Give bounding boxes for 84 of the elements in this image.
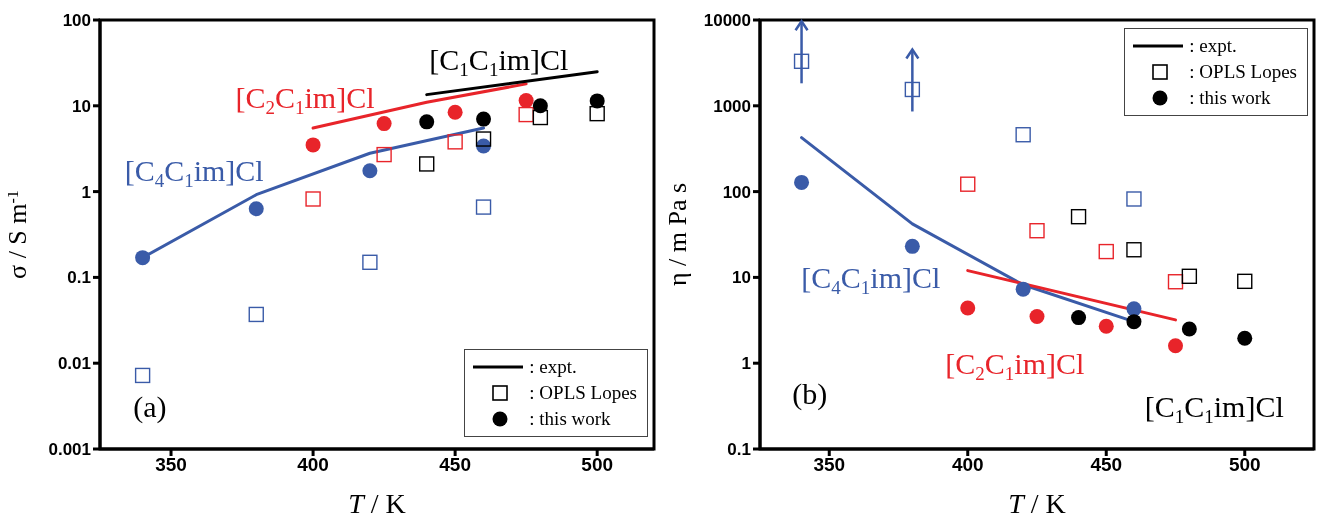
y-axis-title: η / m Pa s xyxy=(663,182,692,287)
annotation: [C$_{2}$C$_{1}$im]Cl xyxy=(945,346,1085,385)
x-tick-label: 400 xyxy=(951,454,984,476)
x-tick-label: 400 xyxy=(297,454,329,476)
point xyxy=(1071,310,1087,326)
point xyxy=(960,300,976,316)
point xyxy=(305,191,321,207)
point xyxy=(1070,208,1087,225)
x-axis-title: T / K xyxy=(1008,488,1066,519)
y-tick-label: 100 xyxy=(722,182,751,202)
annotation: [C$_{1}$C$_{1}$im]Cl xyxy=(429,42,569,80)
point xyxy=(447,104,463,120)
y-tick-label: 100 xyxy=(62,11,91,31)
x-tick-label: 450 xyxy=(439,454,471,476)
legend-label: : OPLS Lopes xyxy=(1189,61,1297,83)
point xyxy=(1126,242,1142,258)
point xyxy=(134,367,151,384)
point xyxy=(476,111,492,127)
point xyxy=(248,201,264,217)
annotation: [C$_{2}$C$_{1}$im]Cl xyxy=(235,80,375,119)
point xyxy=(1015,127,1031,143)
point xyxy=(305,137,321,153)
legend-label: : this work xyxy=(1189,87,1271,109)
y-tick-label: 0.1 xyxy=(67,268,91,288)
point xyxy=(135,250,151,266)
point xyxy=(1029,309,1045,325)
point xyxy=(1181,321,1197,337)
y-tick-label: 0.1 xyxy=(727,440,751,460)
point xyxy=(794,174,810,190)
point xyxy=(960,176,976,192)
point xyxy=(248,306,264,323)
point xyxy=(904,81,921,98)
legend-label: : this work xyxy=(529,408,611,430)
y-tick-label: 10 xyxy=(732,268,751,288)
legend-label: : OPLS Lopes xyxy=(529,382,637,404)
y-tick-label: 1 xyxy=(741,354,751,374)
point xyxy=(1168,338,1183,354)
annotation: (b) xyxy=(792,376,828,411)
x-tick-label: 450 xyxy=(1090,454,1123,476)
point xyxy=(376,116,392,132)
point xyxy=(589,93,605,109)
point xyxy=(1167,274,1184,290)
point xyxy=(1237,330,1253,346)
y-tick-label: 10000 xyxy=(703,11,751,31)
point xyxy=(1098,243,1114,260)
point xyxy=(793,53,810,70)
point xyxy=(518,93,534,109)
legend-label: : expt. xyxy=(1189,35,1237,57)
point xyxy=(475,131,492,147)
point xyxy=(376,146,392,163)
point xyxy=(1237,273,1253,290)
point xyxy=(1015,281,1031,297)
x-tick-label: 350 xyxy=(813,454,846,476)
y-tick-label: 1000 xyxy=(713,96,751,116)
annotation: [C$_{1}$C$_{1}$im]Cl xyxy=(1144,389,1284,428)
point xyxy=(532,109,549,126)
point xyxy=(419,114,435,130)
point xyxy=(532,98,548,114)
legend-label: : expt. xyxy=(529,356,577,378)
x-tick-label: 500 xyxy=(581,454,614,476)
point xyxy=(1126,314,1142,330)
point xyxy=(362,254,378,270)
y-tick-label: 0.01 xyxy=(57,354,91,374)
point xyxy=(362,163,378,179)
point xyxy=(475,199,492,215)
point xyxy=(518,106,534,123)
point xyxy=(1181,268,1198,284)
y-tick-label: 10 xyxy=(72,96,91,116)
y-tick-label: 1 xyxy=(81,182,91,202)
y-tick-label: 0.001 xyxy=(48,440,91,460)
annotation: [C$_{4}$C$_{1}$im]Cl xyxy=(124,153,264,192)
x-axis-title: T / K xyxy=(348,488,406,519)
point xyxy=(447,134,463,150)
point xyxy=(589,105,605,122)
point xyxy=(419,156,435,172)
annotation: (a) xyxy=(133,389,167,424)
point xyxy=(904,238,920,254)
point xyxy=(1098,318,1114,334)
point xyxy=(1126,301,1142,317)
x-tick-label: 350 xyxy=(155,454,187,476)
point xyxy=(1029,223,1045,239)
point xyxy=(1126,191,1142,207)
x-tick-label: 500 xyxy=(1228,454,1261,476)
annotation: [C$_{4}$C$_{1}$im]Cl xyxy=(801,260,941,299)
